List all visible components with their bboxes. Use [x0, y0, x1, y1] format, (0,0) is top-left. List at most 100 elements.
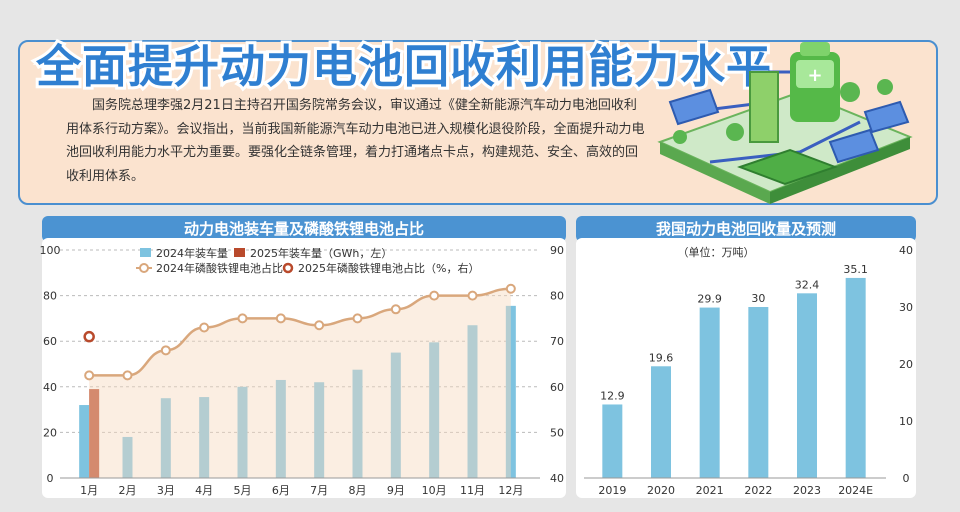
bar-2024 — [160, 398, 171, 478]
x-tick-label: 11月 — [460, 484, 485, 497]
x-tick-label: 2023 — [793, 484, 821, 497]
battery-illustration: + — [657, 42, 913, 204]
bar-2024 — [275, 379, 286, 478]
bar-recycling — [699, 307, 720, 478]
bar-2024 — [199, 397, 210, 478]
x-tick-label: 9月 — [387, 484, 405, 497]
building — [749, 71, 779, 143]
legend-2025-bar: 2025年装车量（GWh，左） — [250, 246, 392, 260]
y-tick-right: 0 — [903, 472, 910, 485]
line-point-2024 — [199, 322, 210, 333]
legend-swatch-2024-bar — [140, 248, 151, 257]
y-tick-left: 20 — [43, 426, 57, 439]
y-tick-right: 80 — [550, 290, 564, 303]
y-tick-left: 0 — [47, 472, 54, 485]
x-tick-label: 8月 — [349, 484, 367, 497]
line-point-2024 — [505, 283, 516, 294]
legend-marker-2025-point — [282, 262, 294, 274]
line-point-2024 — [429, 290, 440, 301]
line-point-2024 — [467, 290, 478, 301]
y-tick-right: 70 — [550, 335, 564, 348]
x-tick-label: 2019 — [598, 484, 626, 497]
y-tick-left: 100 — [40, 244, 61, 257]
bar-2024 — [429, 342, 440, 478]
y-tick-right: 30 — [899, 301, 913, 314]
line-point-2024 — [237, 313, 248, 324]
x-tick-label: 2024E — [838, 484, 873, 497]
left-chart-title: 动力电池装车量及磷酸铁锂电池占比 — [42, 216, 566, 242]
bar-recycling — [797, 293, 817, 478]
tree-icon-2 — [840, 82, 860, 102]
x-tick-label: 3月 — [157, 484, 175, 497]
bar-2024 — [467, 325, 478, 478]
bar-2024 — [390, 352, 401, 478]
y-tick-right: 90 — [550, 244, 564, 257]
data-label: 32.4 — [795, 278, 820, 291]
x-tick-label: 2月 — [119, 484, 137, 497]
y-tick-left: 40 — [43, 381, 57, 394]
bar-2024 — [79, 405, 90, 478]
bar-recycling — [845, 277, 866, 478]
x-tick-label: 7月 — [310, 484, 328, 497]
data-label: 19.6 — [649, 351, 674, 364]
bar-recycling — [602, 404, 623, 478]
tree-icon-3 — [877, 79, 893, 95]
y-tick-right: 60 — [550, 381, 564, 394]
y-tick-left: 80 — [43, 290, 57, 303]
tree-icon — [726, 123, 744, 141]
battery-top — [800, 42, 830, 56]
y-tick-right: 50 — [550, 426, 564, 439]
line-point-2024 — [122, 370, 133, 381]
cable-line-2 — [709, 120, 861, 164]
legend-marker-2024-line — [139, 263, 149, 273]
intro-paragraph: 国务院总理李强2月21日主持召开国务院常务会议，审议通过《健全新能源汽车动力电池… — [66, 98, 645, 184]
x-tick-label: 2020 — [647, 484, 675, 497]
solar-panel-icon-2 — [828, 128, 880, 164]
bar-2025 — [89, 389, 100, 478]
y-tick-right: 10 — [899, 415, 913, 428]
charging-pad-icon — [737, 148, 838, 186]
solar-panel-icon — [668, 88, 720, 126]
page-title: 全面提升动力电池回收利用能力水平 — [33, 37, 774, 96]
data-label: 12.9 — [600, 389, 625, 402]
platform-side — [660, 142, 770, 204]
line-point-2024 — [84, 370, 95, 381]
right-chart-unit: （单位：万吨） — [678, 245, 755, 259]
line-point-2024 — [314, 320, 325, 331]
y-tick-right: 40 — [899, 244, 913, 257]
bar-2024 — [505, 305, 516, 478]
bar-2024 — [314, 382, 325, 478]
battery-glass — [796, 60, 834, 88]
data-label: 30 — [751, 292, 765, 305]
line-point-2024 — [160, 345, 171, 356]
legend-2024-bar: 2024年装车量 — [156, 246, 228, 260]
tree-icon-4 — [673, 130, 687, 144]
x-tick-label: 2021 — [696, 484, 724, 497]
legend-swatch-2025-bar — [234, 248, 245, 257]
legend-2024-line: 2024年磷酸铁锂电池占比 — [156, 261, 283, 275]
x-tick-label: 2022 — [744, 484, 772, 497]
x-tick-label: 12月 — [498, 484, 523, 497]
line-area-2024 — [89, 288, 511, 478]
bar-2024 — [237, 386, 248, 478]
y-tick-right: 20 — [899, 358, 913, 371]
x-tick-label: 5月 — [234, 484, 252, 497]
right-chart-title: 我国动力电池回收量及预测 — [576, 216, 916, 242]
bar-recycling — [748, 307, 769, 478]
battery-plus-icon: + — [807, 65, 822, 86]
bar-2024 — [352, 369, 363, 478]
line-point-2024 — [352, 313, 363, 324]
y-tick-left: 60 — [43, 335, 57, 348]
x-tick-label: 10月 — [422, 484, 447, 497]
x-tick-label: 6月 — [272, 484, 290, 497]
data-label: 29.9 — [697, 293, 722, 306]
solar-panel-icon-3 — [863, 100, 910, 134]
bar-2024 — [122, 436, 133, 478]
y-tick-right: 40 — [550, 472, 564, 485]
point-2025 — [83, 330, 95, 343]
data-label: 35.1 — [843, 263, 868, 276]
x-tick-label: 4月 — [195, 484, 213, 497]
legend-2025-point: 2025年磷酸铁锂电池占比（%，右） — [298, 261, 479, 275]
